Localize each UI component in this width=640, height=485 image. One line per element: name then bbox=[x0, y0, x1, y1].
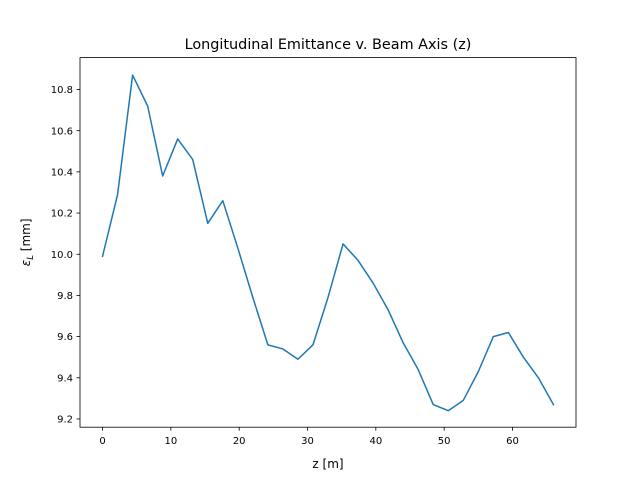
y-tick-label: 10.4 bbox=[51, 167, 73, 178]
chart-title: Longitudinal Emittance v. Beam Axis (z) bbox=[185, 37, 472, 53]
x-tick-label: 0 bbox=[99, 436, 105, 447]
y-tick-label: 9.8 bbox=[57, 291, 73, 302]
x-tick-label: 30 bbox=[301, 436, 314, 447]
series-line bbox=[101, 74, 555, 412]
y-tick-label: 10.0 bbox=[51, 250, 73, 261]
y-tick-label: 9.2 bbox=[57, 415, 73, 426]
y-axis-label-symbol: ε bbox=[19, 259, 33, 266]
x-tick-label: 50 bbox=[438, 436, 451, 447]
y-tick-label: 10.2 bbox=[51, 209, 73, 220]
x-axis-label: z [m] bbox=[312, 457, 343, 471]
x-tick-label: 60 bbox=[506, 436, 519, 447]
plot-frame bbox=[79, 57, 577, 428]
y-axis-ticks: 9.2 9.4 9.6 9.8 10.0 10.2 10.4 10.6 10.8 bbox=[51, 85, 80, 426]
y-axis-label: εL [mm] bbox=[19, 218, 36, 266]
y-axis-label-unit: [mm] bbox=[19, 218, 33, 255]
x-tick-label: 10 bbox=[164, 436, 177, 447]
x-tick-label: 40 bbox=[369, 436, 382, 447]
y-axis-label-subscript: L bbox=[26, 255, 36, 260]
y-tick-label: 10.8 bbox=[51, 85, 73, 96]
y-tick-label: 10.6 bbox=[51, 126, 73, 137]
y-tick-label: 9.6 bbox=[57, 332, 73, 343]
x-tick-label: 20 bbox=[233, 436, 246, 447]
x-axis-ticks: 0 10 20 30 40 50 60 bbox=[99, 427, 519, 447]
y-tick-label: 9.4 bbox=[57, 373, 73, 384]
